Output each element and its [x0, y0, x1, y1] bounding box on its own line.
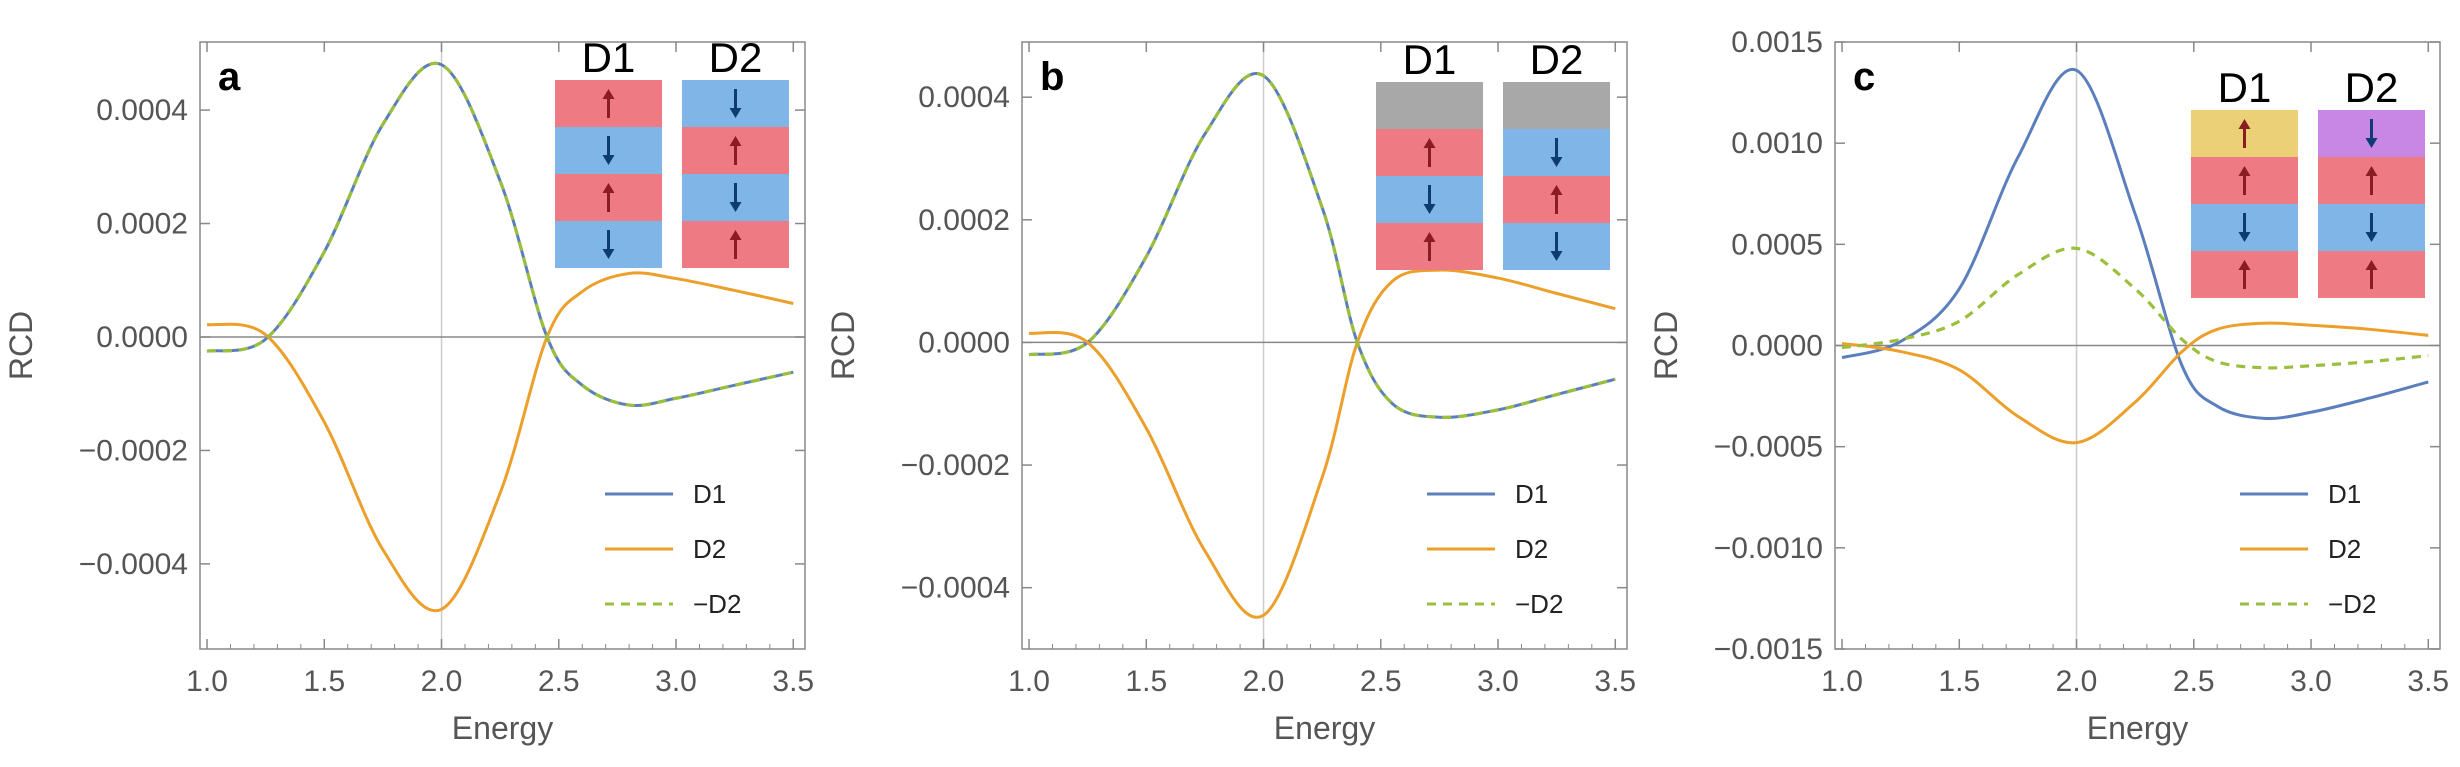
- panel-label: c: [1853, 55, 1875, 99]
- y-tick-label: −0.0010: [1714, 532, 1823, 565]
- x-tick-label: 1.0: [1821, 665, 1863, 698]
- y-axis-title: RCD: [3, 311, 39, 380]
- layer-block: [1503, 82, 1610, 129]
- plot-frame: [1021, 41, 1628, 650]
- spin-down-arrowhead-icon: [602, 249, 615, 259]
- series-line-negd2: [206, 61, 794, 408]
- x-tick-label: 3.5: [772, 665, 814, 698]
- inset-title: D2: [2345, 64, 2399, 111]
- spin-down-arrowhead-icon: [2365, 138, 2378, 148]
- y-tick-label: −0.0004: [79, 548, 188, 581]
- x-tick-label: 3.0: [1477, 665, 1519, 698]
- series-line-d1: [1841, 67, 2429, 421]
- x-tick-label: 2.0: [2056, 665, 2098, 698]
- x-tick-label: 2.5: [2173, 665, 2215, 698]
- y-tick-label: 0.0000: [1731, 330, 1823, 363]
- legend-label: D2: [2328, 534, 2361, 564]
- spin-up-arrowhead-icon: [729, 230, 742, 240]
- spin-down-arrowhead-icon: [729, 108, 742, 118]
- spin-up-arrowhead-icon: [729, 136, 742, 146]
- chart-panel-b: 1.0 1.5 2.0 2.5 3.0 3.5 −0.0004 −0.0002 0.0000 0.…: [825, 36, 1636, 746]
- legend-label: D2: [1515, 534, 1548, 564]
- layer-block: [1376, 82, 1483, 129]
- y-axis-title: RCD: [825, 311, 861, 380]
- y-tick-label: 0.0000: [96, 321, 188, 354]
- legend-label: −D2: [2328, 589, 2376, 619]
- legend-label: D1: [693, 479, 726, 509]
- y-tick-label: 0.0004: [918, 81, 1010, 114]
- legend-label: −D2: [693, 589, 741, 619]
- spin-down-arrowhead-icon: [602, 155, 615, 165]
- spin-up-arrowhead-icon: [602, 89, 615, 99]
- series-line-negd2: [1028, 72, 1616, 419]
- x-axis-title: Energy: [1274, 710, 1375, 746]
- spin-down-arrowhead-icon: [1550, 157, 1563, 167]
- spin-up-arrowhead-icon: [2238, 166, 2251, 176]
- y-tick-label: −0.0002: [901, 449, 1010, 482]
- y-tick-label: 0.0015: [1731, 26, 1823, 59]
- spin-up-arrowhead-icon: [602, 183, 615, 193]
- spin-up-arrowhead-icon: [2238, 119, 2251, 129]
- legend-label: −D2: [1515, 589, 1563, 619]
- plot-frame: [199, 41, 806, 650]
- x-tick-label: 1.5: [1125, 665, 1167, 698]
- x-tick-label: 2.5: [1360, 665, 1402, 698]
- x-tick-label: 3.0: [655, 665, 697, 698]
- y-tick-label: 0.0002: [918, 204, 1010, 237]
- y-tick-label: −0.0005: [1714, 431, 1823, 464]
- chart-panel-c: 1.0 1.5 2.0 2.5 3.0 3.5 −0.0015 −0.0010 −0.0005 0…: [1648, 26, 2449, 746]
- y-axis-title: RCD: [1648, 311, 1684, 380]
- panel-label: b: [1040, 55, 1064, 99]
- y-tick-label: 0.0004: [96, 94, 188, 127]
- legend-label: D1: [2328, 479, 2361, 509]
- spin-down-arrowhead-icon: [2365, 232, 2378, 242]
- spin-up-arrowhead-icon: [1423, 232, 1436, 242]
- y-tick-label: 0.0005: [1731, 228, 1823, 261]
- x-tick-label: 3.5: [1594, 665, 1636, 698]
- x-tick-label: 1.0: [1008, 665, 1050, 698]
- legend-label: D2: [693, 534, 726, 564]
- inset-title: D1: [2218, 64, 2272, 111]
- y-tick-label: 0.0010: [1731, 127, 1823, 160]
- x-tick-label: 1.0: [186, 665, 228, 698]
- x-axis-title: Energy: [2087, 710, 2188, 746]
- x-tick-label: 1.5: [303, 665, 345, 698]
- spin-down-arrowhead-icon: [2238, 232, 2251, 242]
- series-line-negd2: [1841, 246, 2429, 370]
- legend-label: D1: [1515, 479, 1548, 509]
- y-tick-label: 0.0000: [918, 326, 1010, 359]
- x-tick-label: 3.5: [2407, 665, 2449, 698]
- spin-up-arrowhead-icon: [2365, 260, 2378, 270]
- series-line-d2: [206, 271, 794, 613]
- inset-title: D1: [1403, 36, 1457, 83]
- series-line-d2: [1028, 268, 1616, 619]
- x-tick-label: 1.5: [1938, 665, 1980, 698]
- y-tick-label: −0.0004: [901, 572, 1010, 605]
- spin-down-arrowhead-icon: [1550, 251, 1563, 261]
- panel-label: a: [218, 55, 241, 99]
- spin-up-arrowhead-icon: [2365, 166, 2378, 176]
- series-line-d2: [1841, 321, 2429, 445]
- spin-up-arrowhead-icon: [2238, 260, 2251, 270]
- chart-panel-a: 1.0 1.5 2.0 2.5 3.0 3.5 −0.0004 −0.0002 0.0000 0.…: [3, 34, 814, 746]
- y-tick-label: −0.0002: [79, 434, 188, 467]
- y-tick-label: 0.0002: [96, 208, 188, 241]
- x-tick-label: 2.0: [1243, 665, 1285, 698]
- spin-down-arrowhead-icon: [729, 202, 742, 212]
- x-tick-label: 2.5: [538, 665, 580, 698]
- inset-title: D2: [1530, 36, 1584, 83]
- x-tick-label: 3.0: [2290, 665, 2332, 698]
- spin-up-arrowhead-icon: [1423, 138, 1436, 148]
- x-axis-title: Energy: [452, 710, 553, 746]
- spin-up-arrowhead-icon: [1550, 185, 1563, 195]
- inset-title: D2: [709, 34, 763, 81]
- x-tick-label: 2.0: [421, 665, 463, 698]
- spin-down-arrowhead-icon: [1423, 204, 1436, 214]
- inset-title: D1: [582, 34, 636, 81]
- y-tick-label: −0.0015: [1714, 633, 1823, 666]
